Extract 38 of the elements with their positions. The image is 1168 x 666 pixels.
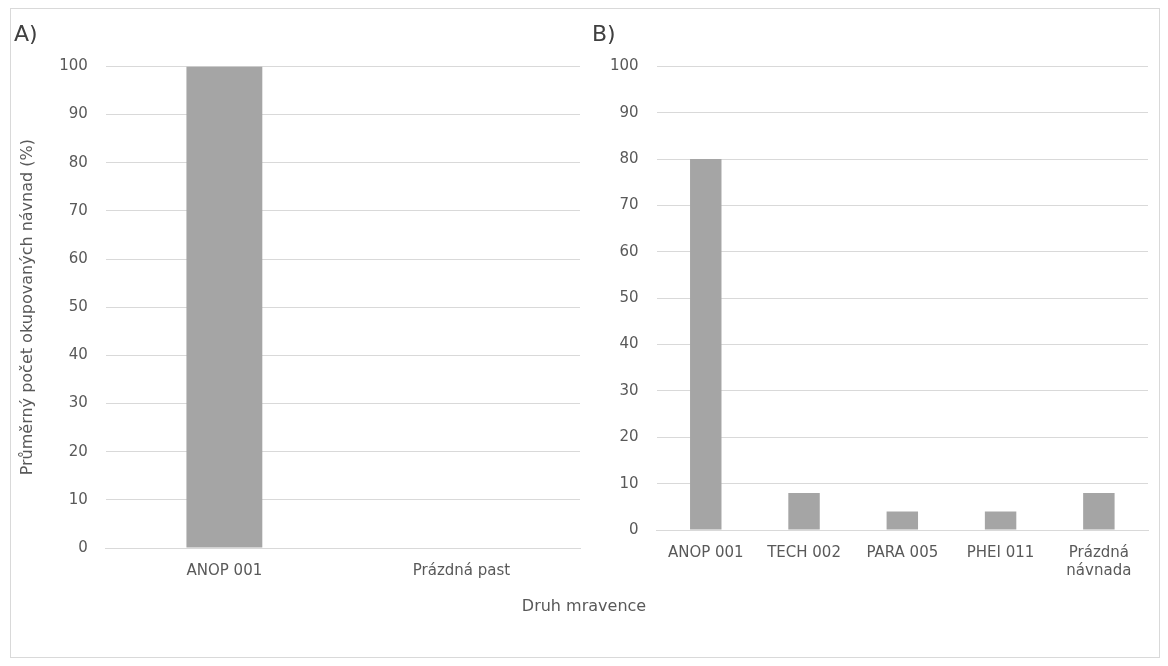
y-tick-label: 50 [619,288,639,307]
bar [1083,492,1115,530]
y-axis-title: Průměrný počet okupovaných návnad (%) [16,139,36,476]
y-tick-label: 80 [619,149,639,168]
y-tick-label: 60 [68,248,88,267]
y-tick-label: 0 [78,537,88,556]
y-tick-label: 70 [68,200,88,219]
x-tick-label: Prázdná past [412,560,511,579]
x-tick-label: TECH 002 [766,542,841,561]
y-tick-label: 50 [68,297,88,316]
y-tick-label: 20 [68,441,88,460]
y-tick-label: 10 [619,473,639,492]
y-tick-label: 40 [619,334,639,353]
x-tick-label: Prázdná návnada [1066,542,1132,579]
bar [690,159,722,530]
y-tick-label: 30 [619,380,639,399]
bar [886,511,919,530]
y-tick-label: 60 [619,241,639,260]
y-tick-label: 100 [59,56,88,75]
y-tick-label: 20 [619,427,639,446]
y-tick-label: 80 [68,152,88,171]
chart-title: A) [14,20,38,46]
y-tick-label: 40 [68,345,88,364]
y-tick-label: 90 [68,104,88,123]
y-tick-label: 10 [68,489,88,508]
chart-title: B) [592,20,616,46]
y-tick-label: 30 [68,393,88,412]
x-tick-label: PARA 005 [866,542,939,561]
x-axis-title: Druh mravence [520,596,648,615]
y-tick-label: 70 [619,195,639,214]
x-tick-label: ANOP 001 [186,560,263,579]
x-tick-label: PHEI 011 [966,542,1035,561]
x-tick-label: ANOP 001 [667,542,744,561]
bar [788,492,820,530]
y-tick-label: 90 [619,102,639,121]
bar [984,511,1017,530]
y-tick-label: 0 [629,519,639,538]
y-tick-label: 100 [609,56,639,75]
